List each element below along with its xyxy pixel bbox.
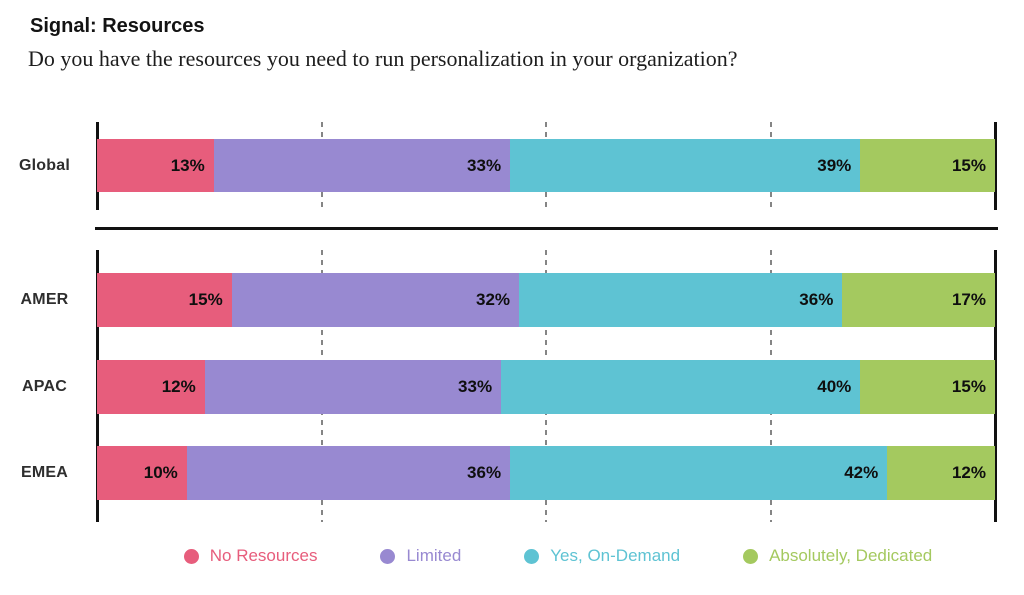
global-plot: Global 13% 33% 39% 15%	[0, 122, 1024, 210]
segment-value-label: 42%	[844, 463, 879, 482]
bar-segment: 36%	[186, 446, 511, 500]
stacked-bar-amer: 15% 32% 36% 17%	[97, 273, 995, 327]
legend-label: No Resources	[209, 546, 318, 565]
legend-item: No Resources	[183, 546, 318, 566]
category-label-global: Global	[19, 156, 70, 174]
legend-swatch-icon	[380, 548, 396, 564]
bar-segment: 10%	[97, 446, 187, 500]
legend-item: Absolutely, Dedicated	[743, 546, 932, 566]
legend: No Resources Limited Yes, On-Demand Absolut…	[92, 546, 1024, 566]
segment-value-label: 33%	[458, 377, 493, 396]
legend-swatch-icon	[183, 548, 199, 564]
bar-segment: 33%	[204, 360, 502, 414]
bar-segment: 15%	[860, 360, 995, 414]
segment-value-label: 33%	[467, 155, 502, 175]
segment-value-label: 15%	[951, 155, 986, 175]
bar-segment: 39%	[510, 139, 861, 192]
segment-value-label: 39%	[817, 155, 852, 175]
legend-swatch-icon	[524, 548, 540, 564]
stacked-bar-apac: 12% 33% 40% 15%	[97, 360, 995, 414]
bar-segment: 15%	[860, 139, 995, 192]
bar-segment: 17%	[842, 273, 995, 327]
segment-value-label: 36%	[467, 463, 502, 482]
segment-value-label: 32%	[476, 290, 511, 309]
stacked-bar-emea: 10% 36% 42% 12%	[97, 446, 995, 500]
segment-value-label: 12%	[161, 377, 196, 396]
segment-value-label: 10%	[143, 463, 178, 482]
segment-value-label: 15%	[951, 377, 986, 396]
bar-segment: 15%	[97, 273, 232, 327]
axis-line	[994, 122, 997, 210]
bar-segment: 40%	[501, 360, 861, 414]
segment-value-label: 40%	[817, 377, 852, 396]
legend-swatch-icon	[743, 548, 759, 564]
legend-item: Limited	[380, 546, 461, 566]
bar-segment: 32%	[231, 273, 520, 327]
bar-segment: 33%	[213, 139, 511, 192]
regions-plot: AMER 15% 32% 36% 17% APAC 12% 33% 40% 15% EMEA 10% 3…	[0, 250, 1024, 522]
bar-segment: 12%	[887, 446, 995, 500]
category-label-emea: EMEA	[20, 464, 69, 481]
segment-value-label: 15%	[188, 290, 223, 309]
category-label-amer: AMER	[20, 291, 69, 308]
category-label-apac: APAC	[22, 378, 67, 395]
axis-line	[994, 250, 997, 522]
chart-question: Do you have the resources you need to ru…	[28, 46, 738, 71]
stacked-bar-global: 13% 33% 39% 15%	[97, 139, 995, 192]
legend-label: Absolutely, Dedicated	[769, 546, 933, 565]
bar-segment: 42%	[510, 446, 888, 500]
segment-value-label: 17%	[951, 290, 986, 309]
legend-label: Limited	[406, 546, 462, 565]
bar-segment: 13%	[97, 139, 214, 192]
chart-divider	[95, 227, 998, 230]
bar-segment: 12%	[97, 360, 205, 414]
bar-segment: 36%	[519, 273, 843, 327]
segment-value-label: 36%	[799, 290, 834, 309]
legend-item: Yes, On-Demand	[524, 546, 680, 566]
segment-value-label: 13%	[170, 155, 205, 175]
legend-label: Yes, On-Demand	[550, 546, 681, 565]
chart-title: Signal: Resources	[30, 15, 205, 37]
segment-value-label: 12%	[951, 463, 986, 482]
